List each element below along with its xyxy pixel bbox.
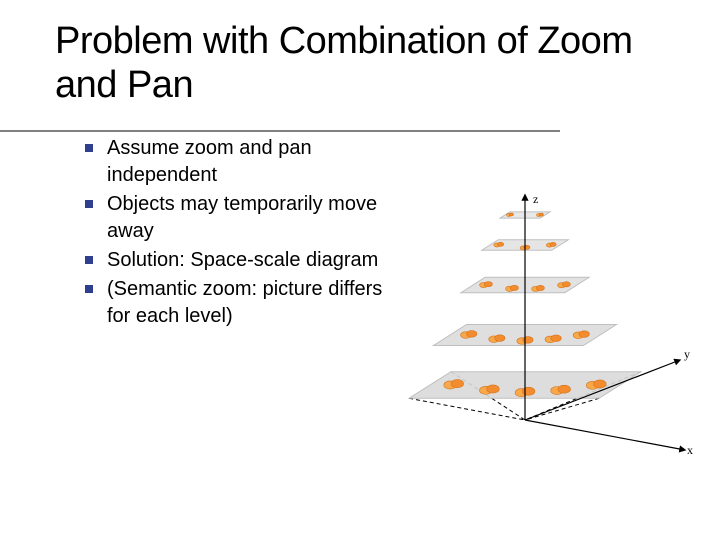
list-item: Assume zoom and pan independent [85,135,385,189]
bullet-text: Assume zoom and pan independent [107,137,312,186]
svg-text:x: x [687,443,693,457]
bullet-text: Solution: Space-scale diagram [107,249,378,271]
list-item: Objects may temporarily move away [85,191,385,245]
bullet-text: Objects may temporarily move away [107,193,377,242]
bullet-icon [85,144,93,152]
svg-text:z: z [533,192,538,206]
bullet-text: (Semantic zoom: picture differs for each… [107,278,382,327]
bullet-icon [85,285,93,293]
svg-text:y: y [684,347,690,361]
title-rule [0,130,560,132]
slide-title: Problem with Combination of Zoom and Pan [55,20,680,107]
bullet-icon [85,256,93,264]
bullet-list: Assume zoom and pan independent Objects … [55,135,385,332]
list-item: (Semantic zoom: picture differs for each… [85,276,385,330]
diagram-svg: z y x [375,185,695,465]
list-item: Solution: Space-scale diagram [85,247,385,274]
bullet-icon [85,200,93,208]
space-scale-diagram: z y x [375,185,695,465]
slide: Problem with Combination of Zoom and Pan… [0,0,720,540]
